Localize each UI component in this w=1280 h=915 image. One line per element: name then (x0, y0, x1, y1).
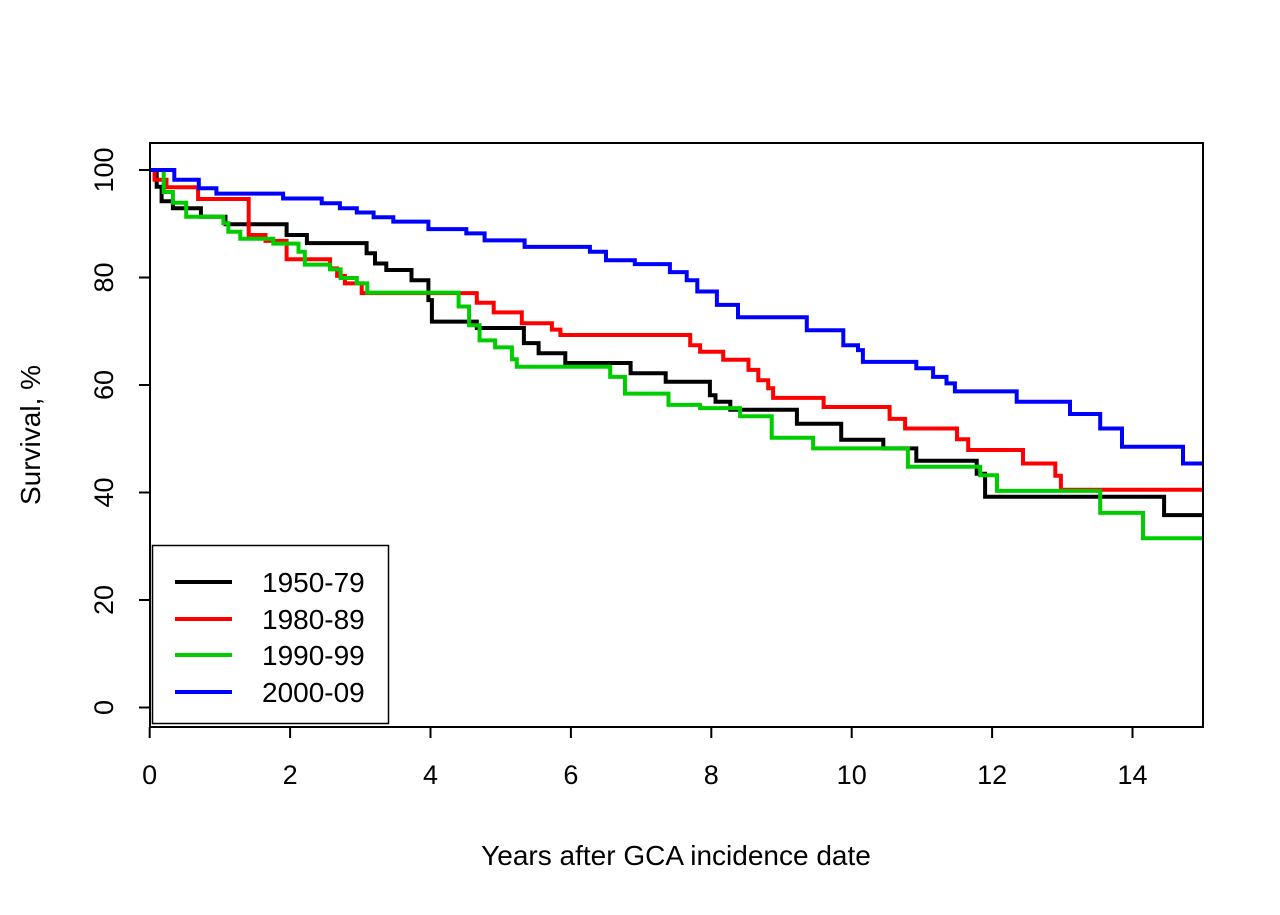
y-tick-label: 100 (89, 147, 119, 192)
legend-label-1990-99: 1990-99 (262, 640, 365, 671)
x-tick-label: 6 (563, 760, 578, 790)
y-tick-label: 0 (89, 700, 119, 715)
km-curve-1990-99 (149, 168, 1203, 541)
legend-label-1950-79: 1950-79 (262, 567, 365, 598)
km-curve-2000-09 (149, 168, 1203, 466)
legend-label-2000-09: 2000-09 (262, 677, 365, 708)
km-curves (149, 168, 1203, 541)
x-tick-label: 2 (283, 760, 298, 790)
x-axis-title: Years after GCA incidence date (481, 840, 871, 871)
x-tick-label: 12 (977, 760, 1007, 790)
y-axis-title: Survival, % (15, 365, 46, 505)
legend-label-1980-89: 1980-89 (262, 604, 365, 635)
x-tick-label: 8 (704, 760, 719, 790)
y-tick-label: 80 (89, 262, 119, 292)
x-axis: 0 2 4 6 8 10 12 14 (142, 727, 1148, 790)
x-tick-label: 10 (837, 760, 867, 790)
y-tick-label: 40 (89, 477, 119, 507)
x-tick-label: 0 (142, 760, 157, 790)
y-tick-label: 60 (89, 370, 119, 400)
y-tick-label: 20 (89, 585, 119, 615)
y-axis: 0 20 40 60 80 100 (89, 147, 150, 715)
x-tick-label: 14 (1117, 760, 1147, 790)
legend: 1950-79 1980-89 1990-99 2000-09 (151, 544, 390, 725)
km-curve-1980-89 (149, 168, 1203, 492)
x-tick-label: 4 (423, 760, 438, 790)
plot-box (149, 142, 1204, 728)
